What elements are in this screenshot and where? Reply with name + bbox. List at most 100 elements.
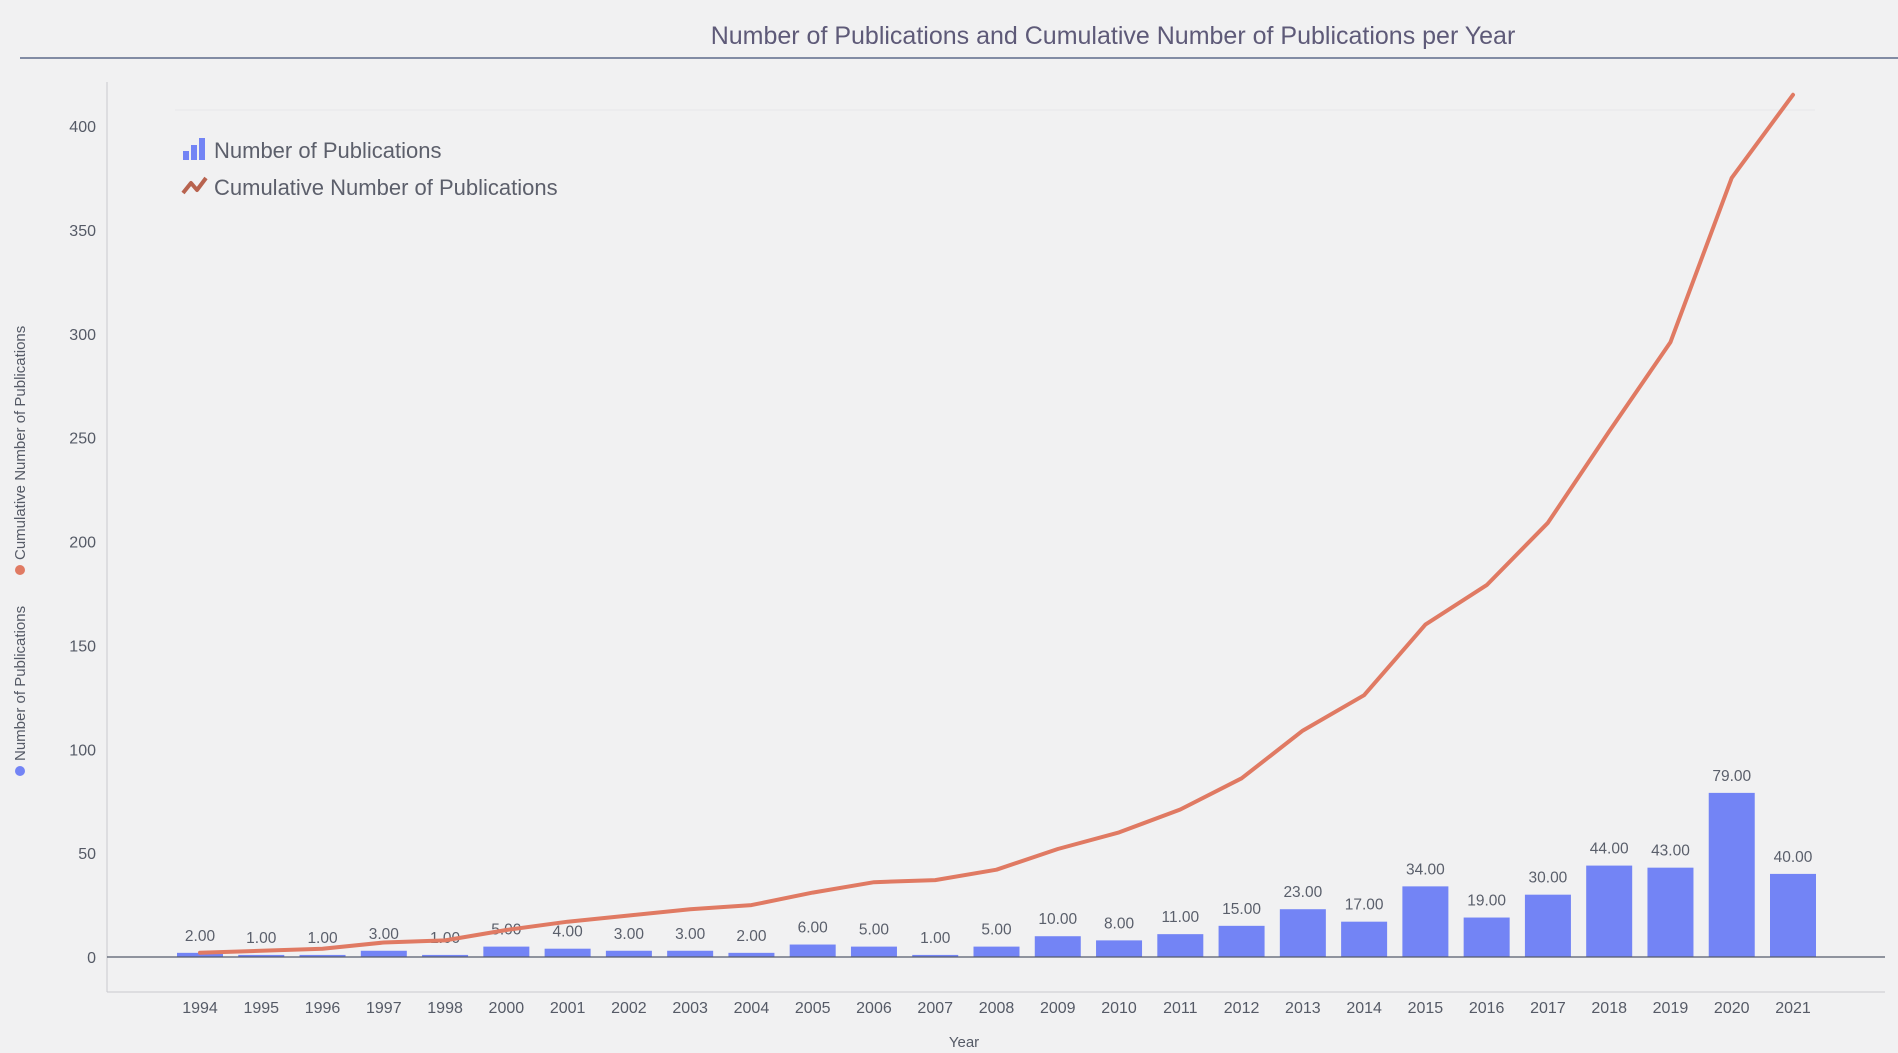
bar[interactable] — [1586, 865, 1633, 957]
bar[interactable] — [850, 946, 897, 957]
bar-data-label: 40.00 — [1774, 849, 1813, 866]
bar[interactable] — [1463, 917, 1510, 957]
legend-item-line[interactable]: Cumulative Number of Publications — [181, 175, 558, 200]
line-chart-icon — [181, 176, 208, 195]
bar[interactable] — [1524, 894, 1571, 957]
legend-item-bars[interactable]: Number of Publications — [183, 138, 441, 163]
x-tick-label: 2002 — [611, 1000, 647, 1017]
x-tick-label: 2020 — [1714, 1000, 1750, 1017]
bar[interactable] — [605, 950, 652, 957]
x-tick-label: 2018 — [1591, 1000, 1627, 1017]
bar-data-label: 43.00 — [1651, 843, 1690, 860]
bar-data-label: 19.00 — [1467, 893, 1506, 910]
bar[interactable] — [544, 948, 591, 957]
x-tick-label: 2012 — [1224, 1000, 1260, 1017]
x-tick-label: 2021 — [1775, 1000, 1811, 1017]
y-title-bar-dot — [15, 766, 25, 776]
bar-data-label: 6.00 — [798, 920, 829, 937]
bar-data-label: 2.00 — [736, 928, 767, 945]
bar[interactable] — [1096, 940, 1143, 957]
y-tick-label: 150 — [69, 638, 96, 655]
x-axis-title: Year — [949, 1034, 979, 1051]
bar[interactable] — [912, 954, 959, 957]
x-tick-label: 2004 — [734, 1000, 770, 1017]
x-tick-label: 2019 — [1653, 1000, 1689, 1017]
bar-data-label: 3.00 — [614, 926, 645, 943]
bar-data-label: 1.00 — [920, 930, 951, 947]
x-tick-label: 2010 — [1101, 1000, 1137, 1017]
x-tick-label: 2016 — [1469, 1000, 1505, 1017]
bar-data-label: 34.00 — [1406, 861, 1445, 878]
bar-data-label: 11.00 — [1161, 909, 1199, 926]
x-tick-label: 1995 — [243, 1000, 279, 1017]
y-tick-label: 400 — [69, 119, 96, 136]
x-tick-label: 2006 — [856, 1000, 892, 1017]
bar-chart-icon — [183, 138, 205, 160]
y-tick-label: 100 — [69, 742, 96, 759]
bar-data-label: 15.00 — [1222, 901, 1261, 918]
cumulative-line — [198, 92, 1795, 955]
legend-label-bars: Number of Publications — [214, 138, 441, 163]
x-tick-label: 2011 — [1163, 1000, 1198, 1017]
x-tick-label: 2007 — [917, 1000, 953, 1017]
bar[interactable] — [1279, 909, 1326, 957]
x-tick-label: 1996 — [305, 1000, 341, 1017]
x-tick-label: 2015 — [1408, 1000, 1444, 1017]
bar[interactable] — [1708, 792, 1755, 957]
legend: Number of Publications Cumulative Number… — [181, 138, 558, 200]
y-axis-ticks: 0 50 100 150 200 250 300 350 400 — [69, 119, 96, 967]
bar[interactable] — [1218, 925, 1265, 957]
x-tick-label: 2001 — [550, 1000, 586, 1017]
bar[interactable] — [1157, 934, 1204, 957]
bar-data-label: 23.00 — [1283, 884, 1322, 901]
y-tick-label: 250 — [69, 431, 96, 448]
bar[interactable] — [667, 950, 714, 957]
bar-data-label: 1.00 — [307, 930, 338, 947]
bar-data-label: 5.00 — [981, 922, 1012, 939]
bar[interactable] — [360, 950, 407, 957]
bar-data-label: 4.00 — [553, 924, 584, 941]
x-tick-label: 2003 — [672, 1000, 708, 1017]
x-axis-ticks: 1994 1995 1996 1997 1998 2000 2001 2002 2003 2004… — [182, 1000, 1811, 1017]
y-tick-label: 200 — [69, 535, 96, 552]
y-axis-title: Number of Publications Cumulative Number… — [12, 326, 29, 776]
bar[interactable] — [299, 954, 346, 957]
bar[interactable] — [728, 952, 775, 957]
legend-label-line: Cumulative Number of Publications — [214, 175, 558, 200]
bar-data-label: 17.00 — [1345, 897, 1384, 914]
y-title-line-dot — [15, 565, 25, 575]
bar-data-label: 5.00 — [859, 922, 890, 939]
bars — [177, 792, 1816, 957]
bar[interactable] — [789, 944, 836, 957]
bar-data-label: 3.00 — [369, 926, 400, 943]
y-axis-title-bars: Number of Publications — [12, 606, 29, 761]
bar-data-label: 8.00 — [1104, 915, 1135, 932]
bar[interactable] — [483, 946, 530, 957]
bar-data-label: 10.00 — [1038, 911, 1077, 928]
bar[interactable] — [238, 954, 285, 957]
bar-data-label: 1.00 — [246, 930, 277, 947]
bar[interactable] — [177, 952, 223, 957]
bar-data-label: 2.00 — [185, 928, 216, 945]
x-tick-label: 1994 — [182, 1000, 218, 1017]
x-tick-label: 2014 — [1346, 1000, 1382, 1017]
bar[interactable] — [1647, 867, 1694, 957]
y-axis-title-line: Cumulative Number of Publications — [12, 326, 29, 560]
x-tick-label: 1998 — [427, 1000, 463, 1017]
y-tick-label: 50 — [78, 846, 96, 863]
bar[interactable] — [1034, 936, 1081, 957]
bar-data-label: 30.00 — [1529, 870, 1568, 887]
bar[interactable] — [1402, 886, 1449, 957]
bar-data-labels: 2.00 1.00 1.00 3.00 1.00 5.00 4.00 3.00 3.00 2.00… — [185, 768, 1813, 947]
x-tick-label: 2017 — [1530, 1000, 1566, 1017]
y-tick-label: 0 — [87, 950, 96, 967]
x-tick-label: 2009 — [1040, 1000, 1076, 1017]
y-tick-label: 300 — [69, 327, 96, 344]
bar[interactable] — [1770, 873, 1816, 957]
bar[interactable] — [422, 954, 469, 957]
bar[interactable] — [1341, 921, 1388, 957]
x-tick-label: 2000 — [489, 1000, 525, 1017]
x-tick-label: 1997 — [366, 1000, 402, 1017]
bar[interactable] — [973, 946, 1020, 957]
